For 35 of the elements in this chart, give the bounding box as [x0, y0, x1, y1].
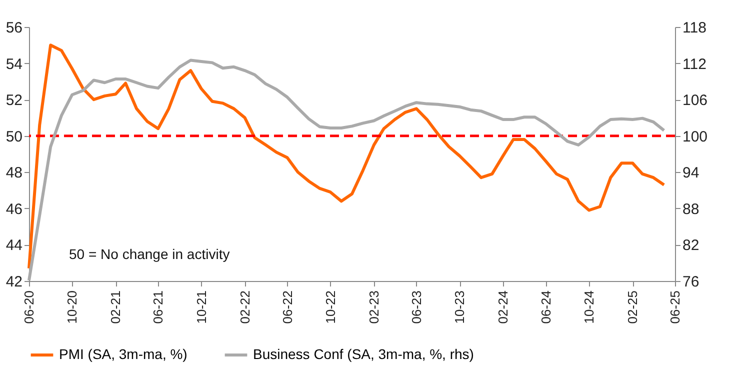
annotation: 50 = No change in activity [69, 246, 230, 262]
y2-tick-label: 118 [682, 20, 706, 36]
x-tick-label: 02-24 [496, 290, 511, 324]
y-tick-label: 46 [6, 200, 22, 218]
legend-label: Business Conf (SA, 3m-ma, %, rhs) [253, 346, 474, 362]
y2-tick-label: 94 [682, 164, 700, 182]
y-tick-label: 52 [6, 92, 22, 110]
x-tick-label: 06-24 [538, 290, 554, 324]
y-tick-label: 50 [6, 128, 22, 146]
x-tick-label: 10-23 [452, 290, 468, 324]
x-tick-label: 02-25 [625, 290, 640, 324]
y-tick-label: 56 [6, 20, 22, 36]
legend-label: PMI (SA, 3m-ma, %) [59, 346, 188, 362]
x-tick-label: 02-22 [237, 290, 252, 324]
y-tick-label: 44 [6, 237, 22, 254]
x-tick-label: 02-23 [366, 290, 382, 324]
y-tick-label: 54 [6, 56, 22, 73]
y2-tick-label: 82 [682, 237, 700, 254]
x-tick-label: 10-24 [582, 290, 597, 324]
x-tick-label: 06-20 [22, 290, 36, 324]
x-tick-label: 10-20 [64, 290, 80, 324]
x-tick-label: 02-21 [108, 290, 124, 324]
y2-tick-label: 112 [682, 56, 706, 73]
x-tick-label: 10-21 [194, 290, 209, 324]
x-tick-label: 10-22 [322, 290, 338, 324]
y2-tick-label: 76 [682, 274, 700, 290]
x-tick-label: 06-22 [280, 290, 295, 324]
y2-tick-label: 106 [682, 92, 708, 110]
y-tick-label: 48 [6, 164, 22, 182]
x-tick-label: 06-25 [668, 290, 682, 324]
y2-tick-label: 100 [682, 128, 708, 146]
x-tick-label: 06-21 [150, 290, 166, 324]
y2-tick-label: 88 [682, 200, 700, 218]
y-tick-label: 42 [6, 274, 22, 290]
x-tick-label: 06-23 [408, 290, 424, 324]
